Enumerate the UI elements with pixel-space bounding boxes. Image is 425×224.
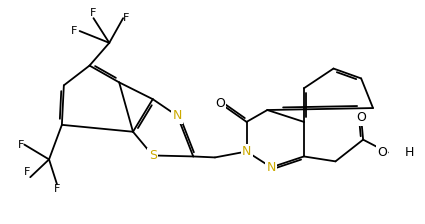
Text: F: F	[54, 184, 60, 194]
Text: F: F	[24, 167, 30, 177]
Text: H: H	[405, 146, 414, 159]
Text: S: S	[149, 149, 157, 162]
Text: N: N	[266, 161, 276, 174]
Text: F: F	[90, 8, 96, 18]
Text: O: O	[215, 97, 225, 110]
Text: F: F	[71, 26, 77, 36]
Text: O: O	[356, 111, 366, 124]
Text: F: F	[123, 13, 130, 23]
Text: N: N	[173, 110, 182, 123]
Text: N: N	[242, 145, 251, 158]
Text: F: F	[18, 140, 24, 150]
Text: O: O	[377, 146, 387, 159]
